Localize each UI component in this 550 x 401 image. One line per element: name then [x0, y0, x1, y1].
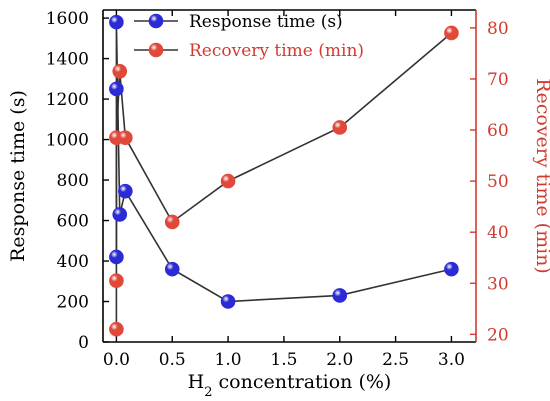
axes: 0.0 0.5 1.0 1.5 2.0 2.5 3.0 0 200 400 600 800 1000 12… — [7, 9, 550, 399]
series — [109, 14, 459, 337]
data-point-response — [112, 207, 128, 222]
legend-marker — [148, 13, 164, 29]
data-point-recovery — [444, 25, 459, 41]
y-left-tick-label: 1400 — [46, 50, 89, 70]
x-tick-label: 1.0 — [215, 350, 242, 370]
data-point-recovery — [220, 173, 236, 189]
x-axis-title-subscript: 2 — [204, 385, 212, 400]
data-point-recovery — [164, 214, 180, 230]
x-tick-label: 0.5 — [159, 350, 186, 370]
y-right-tick-label: 30 — [487, 274, 509, 294]
legend-label: Response time (s) — [189, 12, 343, 32]
x-tick-label: 2.5 — [382, 350, 409, 370]
y-right-tick-label: 20 — [487, 325, 509, 345]
x-tick-label: 1.5 — [270, 350, 297, 370]
data-point-response — [220, 294, 236, 309]
data-point-recovery — [118, 130, 133, 145]
x-axis-title-suffix: concentration (%) — [213, 371, 392, 393]
x-axis-title: H2 concentration (%) — [188, 371, 392, 400]
legend-marker — [148, 42, 164, 58]
y-right-tick-label: 70 — [487, 70, 509, 90]
data-point-response — [109, 249, 124, 265]
data-point-response — [109, 14, 124, 30]
data-point-response — [444, 261, 459, 277]
y-left-tick-label: 800 — [57, 171, 89, 191]
y-left-tick-label: 200 — [57, 293, 89, 313]
y-left-tick-label: 1200 — [46, 90, 89, 110]
legend: Response time (s) Recovery time (min) — [134, 12, 364, 61]
y-right-tick-label: 80 — [487, 19, 509, 39]
series-line-response — [115, 22, 452, 303]
y-left-tick-label: 0 — [78, 333, 89, 353]
data-point-recovery — [112, 63, 128, 79]
x-tick-label: 0.0 — [103, 350, 130, 370]
y-left-tick-label: 400 — [57, 252, 89, 272]
y-left-tick-label: 1000 — [46, 131, 89, 151]
y-right-tick-label: 60 — [487, 121, 509, 141]
data-point-response — [118, 183, 133, 199]
y-right-axis-title: Recovery time (min) — [532, 78, 550, 274]
data-point-recovery — [109, 273, 124, 289]
x-axis-title-prefix: H — [188, 371, 205, 393]
y-right-tick-label: 50 — [487, 172, 509, 192]
y-left-tick-label: 600 — [57, 212, 89, 232]
y-left-axis-title: Response time (s) — [7, 90, 29, 262]
series-line-recovery — [115, 32, 452, 330]
legend-label: Recovery time (min) — [189, 41, 364, 61]
data-point-recovery — [332, 120, 348, 135]
x-tick-label: 2.0 — [326, 350, 353, 370]
y-right-tick-label: 40 — [487, 223, 509, 243]
data-point-response — [109, 81, 124, 97]
data-point-response — [164, 261, 180, 277]
data-point-recovery — [109, 321, 124, 337]
data-point-response — [332, 288, 348, 303]
x-tick-label: 3.0 — [438, 350, 465, 370]
y-left-tick-label: 1600 — [46, 9, 89, 29]
